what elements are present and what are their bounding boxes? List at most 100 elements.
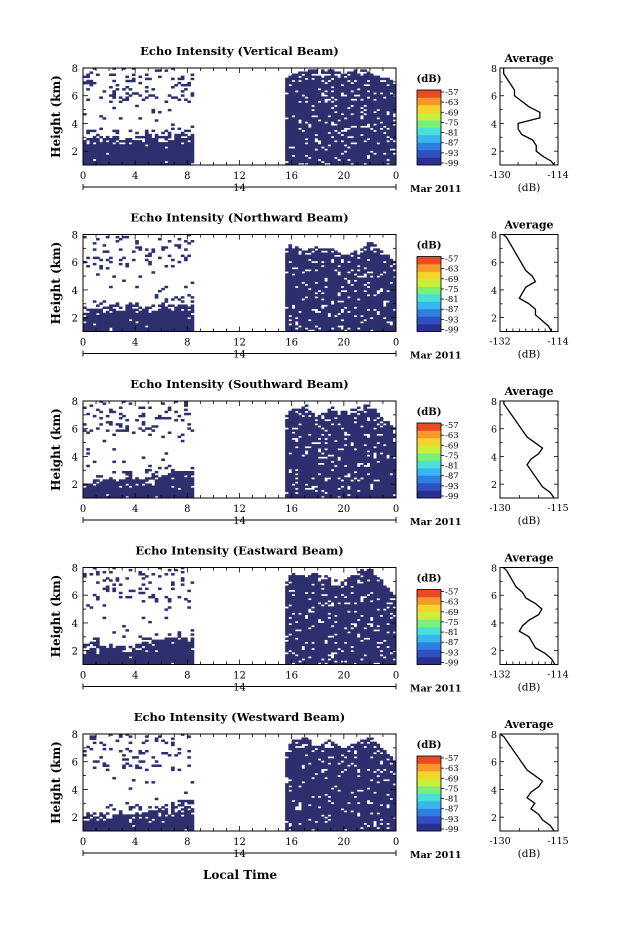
- echo-cell: [360, 131, 364, 135]
- echo-cell: [167, 146, 172, 149]
- echo-cell: [187, 475, 191, 478]
- echo-cell: [128, 302, 133, 305]
- echo-cell: [340, 329, 345, 332]
- echo-cell: [363, 86, 368, 89]
- echo-cell: [343, 158, 348, 162]
- echo-cell: [135, 242, 139, 245]
- echo-cell: [376, 321, 381, 324]
- echo-cell: [184, 479, 188, 482]
- echo-cell: [337, 279, 341, 283]
- echo-cell: [317, 416, 322, 420]
- echo-cell: [340, 437, 345, 441]
- echo-cell: [171, 481, 175, 484]
- echo-cell: [171, 123, 175, 126]
- echo-cell: [366, 304, 371, 307]
- echo-cell: [343, 104, 348, 108]
- echo-cell: [304, 104, 309, 108]
- echo-cell: [138, 144, 143, 147]
- echo-cell: [327, 450, 332, 453]
- echo-cell: [321, 325, 325, 328]
- echo-cell: [144, 327, 149, 330]
- echo-cell: [177, 312, 182, 316]
- echo-cell: [324, 296, 328, 299]
- echo-cell: [350, 100, 355, 104]
- echo-cell: [324, 487, 328, 491]
- echo-cell: [112, 310, 116, 314]
- echo-cell: [294, 470, 299, 474]
- echo-cell: [340, 158, 345, 162]
- echo-cell: [369, 146, 374, 149]
- x-tick-label: 12: [233, 338, 246, 349]
- echo-cell: [379, 271, 384, 274]
- echo-cell: [115, 495, 120, 499]
- echo-cell: [392, 310, 397, 314]
- echo-cell: [86, 154, 90, 158]
- echo-cell: [288, 256, 293, 260]
- average-y-tick-label: 2: [491, 147, 497, 158]
- echo-cell: [389, 123, 394, 126]
- echo-cell: [96, 310, 100, 314]
- echo-cell: [304, 108, 309, 112]
- echo-cell: [347, 483, 351, 486]
- echo-cell: [141, 491, 146, 495]
- echo-cell: [330, 125, 335, 128]
- echo-cell: [128, 321, 133, 324]
- echo-cell: [285, 96, 289, 99]
- echo-cell: [307, 416, 312, 420]
- echo-cell: [376, 156, 381, 160]
- echo-cell: [115, 319, 120, 322]
- echo-cell: [369, 83, 374, 87]
- echo-cell: [291, 479, 296, 482]
- echo-cell: [167, 408, 172, 412]
- echo-cell: [379, 119, 384, 122]
- echo-cell: [177, 237, 182, 241]
- echo-cell: [115, 88, 120, 91]
- echo-cell: [99, 310, 103, 314]
- echo-cell: [343, 416, 348, 420]
- echo-cell: [307, 108, 312, 112]
- echo-cell: [343, 489, 348, 493]
- echo-cell: [288, 410, 293, 414]
- echo-cell: [164, 152, 169, 156]
- echo-cell: [184, 401, 188, 403]
- echo-cell: [174, 152, 178, 156]
- echo-cell: [118, 483, 123, 486]
- echo-cell: [356, 281, 361, 285]
- echo-cell: [373, 137, 377, 141]
- echo-cell: [131, 144, 136, 147]
- echo-cell: [327, 146, 332, 149]
- echo-cell: [307, 425, 312, 428]
- echo-cell: [334, 429, 338, 432]
- echo-cell: [285, 273, 289, 276]
- echo-cell: [184, 325, 188, 328]
- echo-cell: [301, 110, 306, 114]
- echo-cell: [304, 304, 309, 307]
- echo-cell: [184, 489, 188, 493]
- echo-cell: [184, 154, 188, 158]
- echo-cell: [105, 135, 110, 139]
- echo-cell: [285, 94, 289, 97]
- echo-cell: [386, 256, 390, 260]
- echo-cell: [294, 425, 299, 428]
- echo-cell: [317, 90, 322, 93]
- echo-cell: [92, 148, 97, 151]
- echo-cell: [356, 119, 361, 122]
- echo-cell: [334, 491, 338, 495]
- echo-cell: [330, 410, 335, 414]
- echo-cell: [109, 304, 113, 307]
- echo-cell: [330, 470, 335, 474]
- echo-cell: [99, 491, 103, 495]
- echo-cell: [376, 137, 381, 141]
- echo-cell: [311, 137, 315, 141]
- echo-cell: [291, 468, 296, 472]
- echo-cell: [174, 493, 178, 497]
- echo-cell: [360, 88, 364, 91]
- echo-cell: [343, 491, 348, 495]
- echo-cell: [288, 150, 293, 153]
- echo-cell: [301, 117, 306, 120]
- echo-cell: [174, 485, 178, 489]
- echo-cell: [177, 479, 182, 482]
- echo-cell: [291, 133, 296, 137]
- echo-cell: [154, 158, 159, 162]
- echo-cell: [187, 242, 191, 245]
